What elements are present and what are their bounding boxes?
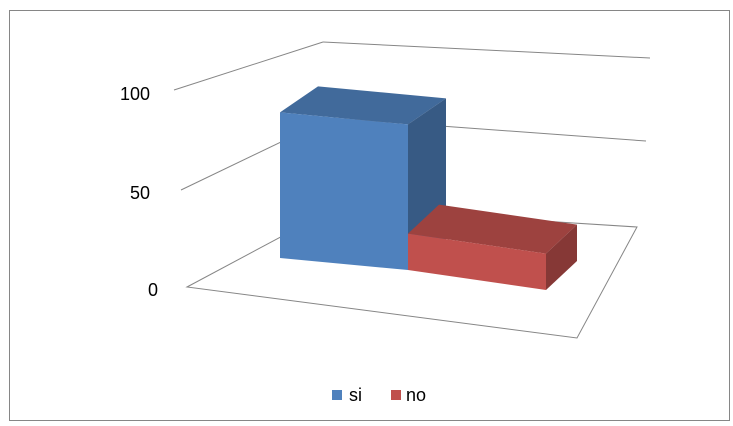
- bar-front-si: [280, 112, 408, 271]
- bar-top-si: [280, 86, 446, 125]
- y-tick-label-100: 100: [120, 84, 150, 104]
- bar-no: [408, 204, 577, 290]
- chart-border: [9, 10, 730, 421]
- y-tick-label-0: 0: [148, 280, 158, 300]
- bar-side-no: [546, 224, 577, 290]
- legend: si no: [332, 385, 426, 405]
- legend-swatch-si: [332, 390, 342, 400]
- gridline-100: [173, 41, 324, 91]
- legend-label-no: no: [406, 385, 426, 405]
- bars-group: [280, 86, 577, 290]
- bar-front-no: [408, 233, 546, 290]
- bar-top-no: [408, 204, 577, 254]
- y-tick-label-50: 50: [130, 183, 150, 203]
- gridline-100-back: [322, 41, 651, 59]
- legend-label-si: si: [349, 385, 362, 405]
- legend-swatch-no: [391, 390, 401, 400]
